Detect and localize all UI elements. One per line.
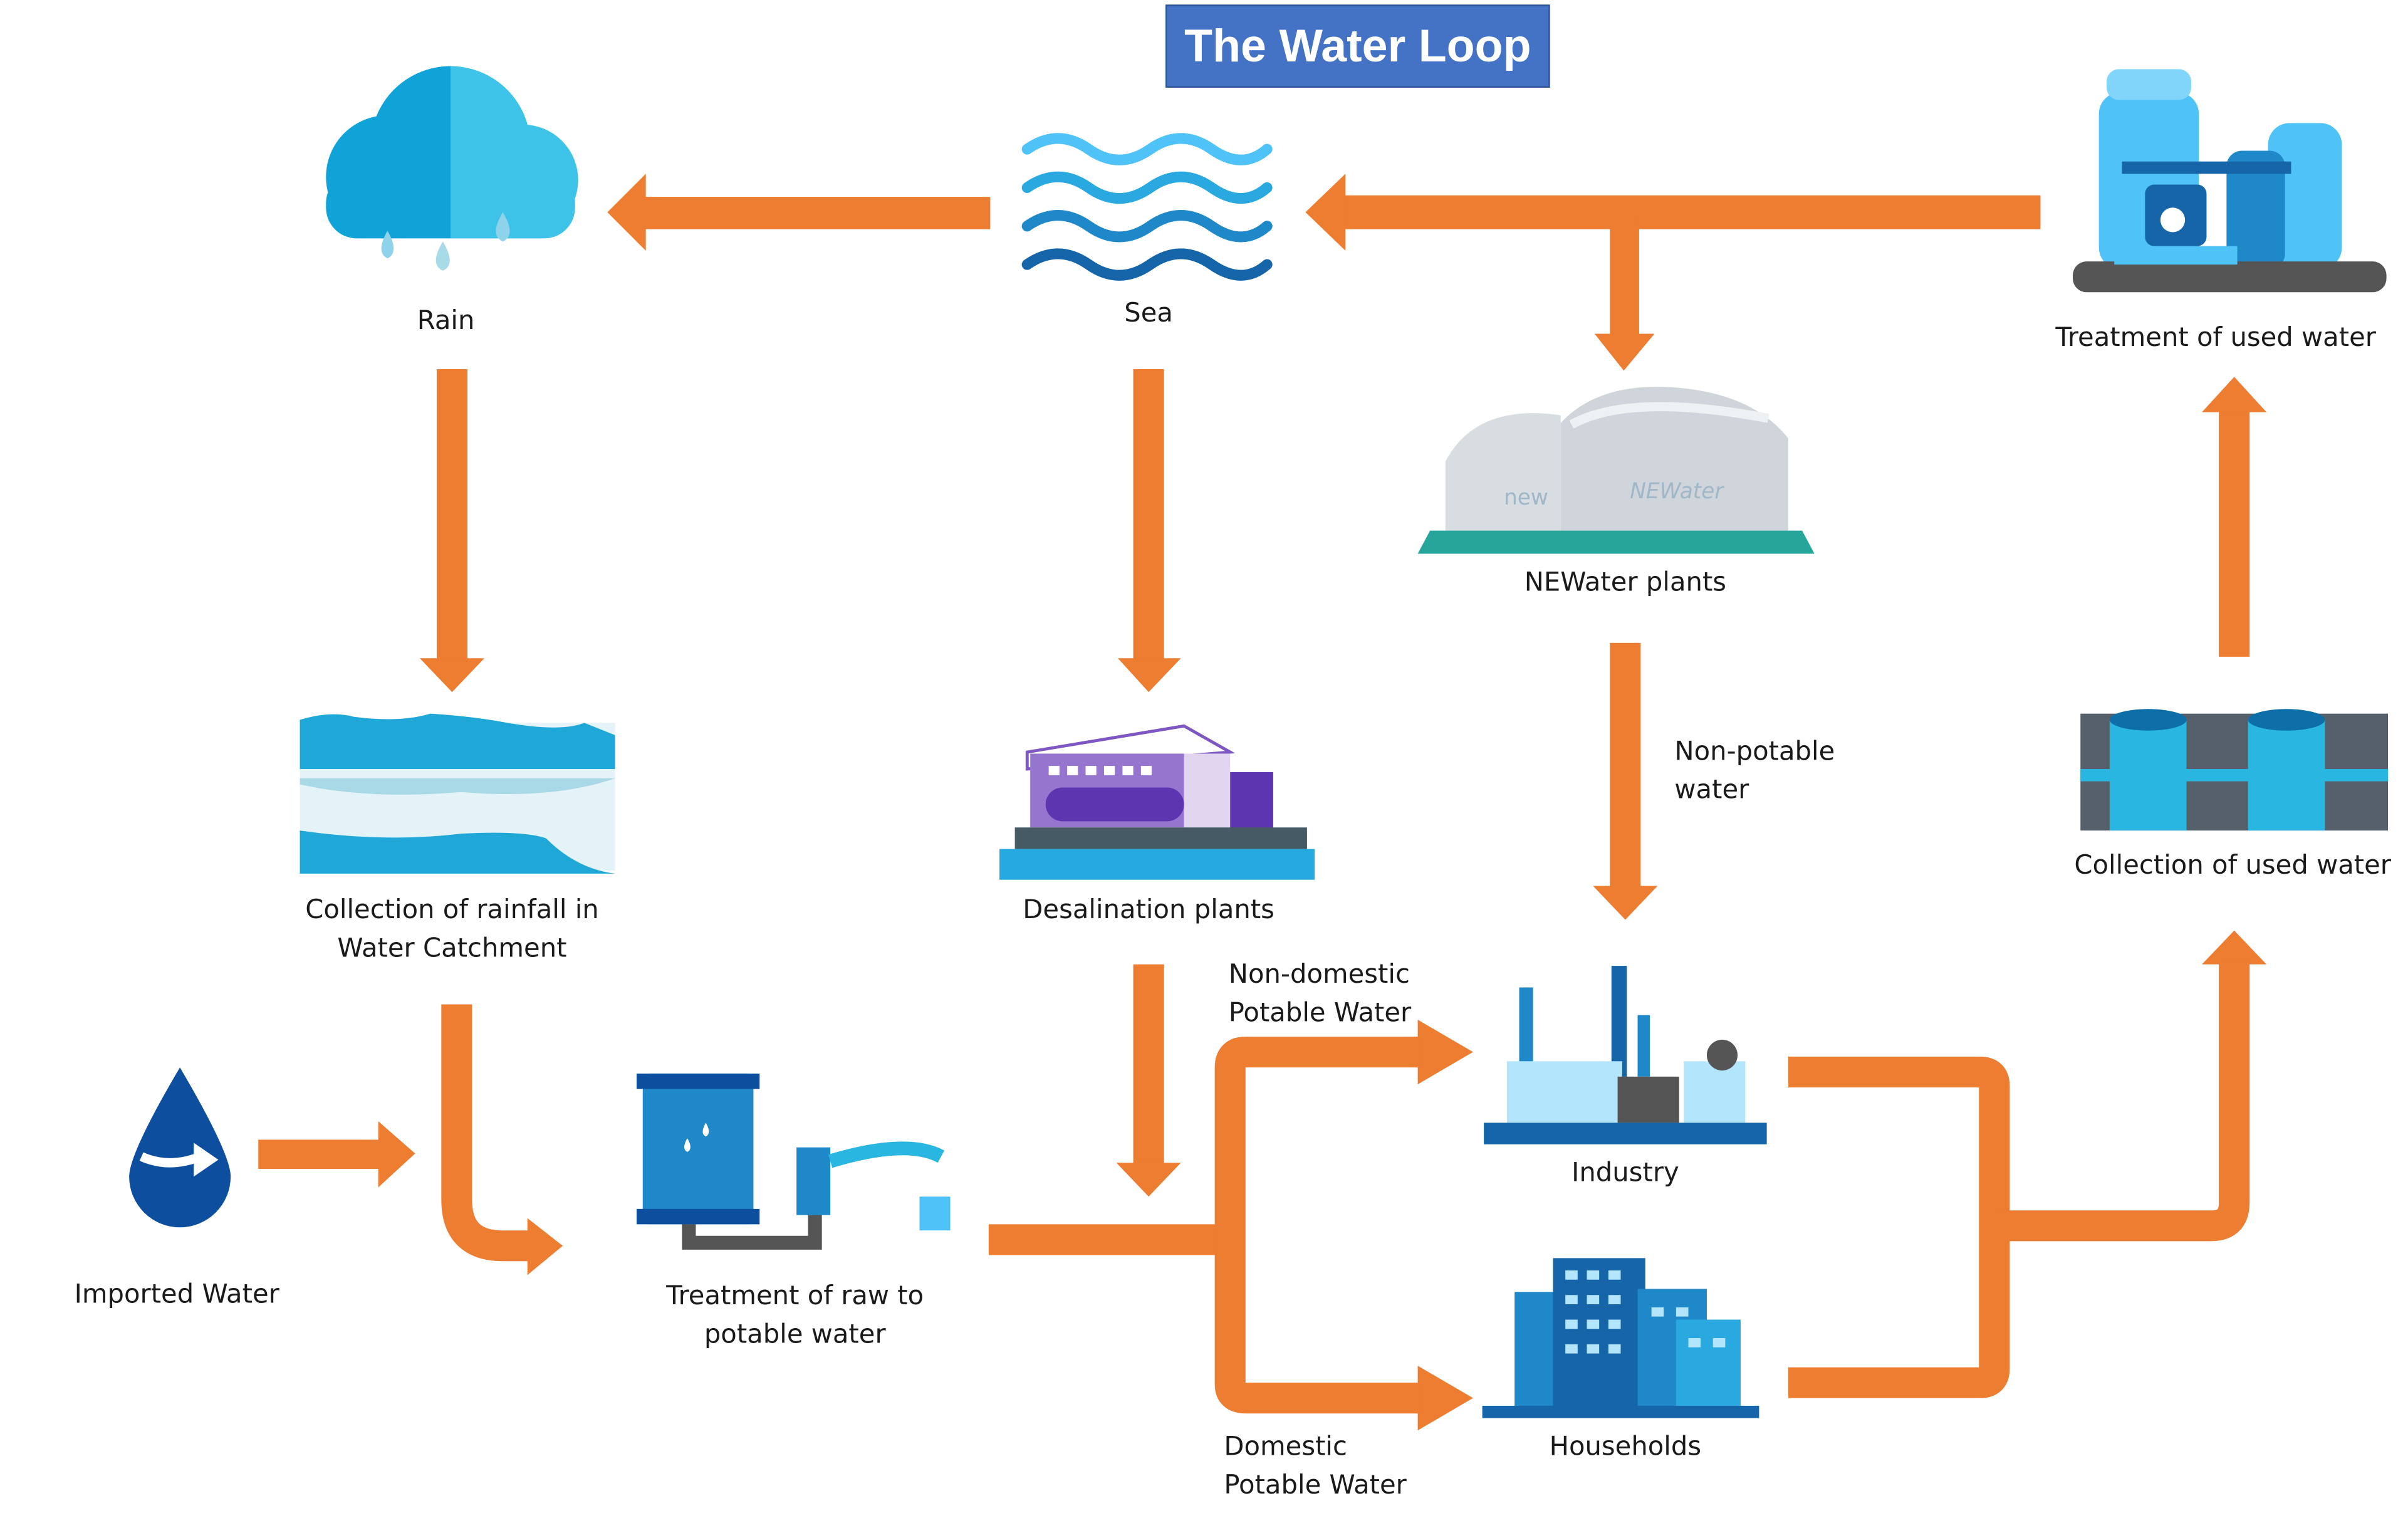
label-catchment-line1: Collection of rainfall in	[305, 895, 599, 926]
industry-icon	[1484, 966, 1767, 1144]
line-junction-branches	[1214, 1036, 1422, 1414]
label-non-domestic-line2: Potable Water	[1228, 998, 1412, 1029]
arrow-rain-to-catchment	[419, 369, 485, 693]
label-industry: Industry	[1571, 1158, 1679, 1189]
arrow-collection-to-treatment	[2202, 377, 2267, 657]
label-domestic-line1: Domestic	[1224, 1431, 1347, 1463]
label-non-potable-line1: Non-potable	[1674, 736, 1835, 768]
arrow-to-newater	[1594, 215, 1655, 371]
label-desalination: Desalination plants	[1023, 895, 1274, 926]
label-imported-water: Imported Water	[74, 1279, 279, 1311]
label-treatment-used-water: Treatment of used water	[2055, 323, 2376, 354]
flow-lines	[441, 958, 2250, 1414]
label-non-domestic-potable: Non-domestic Potable Water	[1229, 956, 1411, 1034]
arrowhead-catchment-bend	[527, 1218, 563, 1275]
label-non-potable-line2: water	[1674, 775, 1749, 806]
line-to-collection-used	[1994, 958, 2250, 1242]
label-rain: Rain	[417, 306, 475, 337]
arrow-desalination-down	[1116, 964, 1181, 1197]
collection-used-water-icon	[2080, 709, 2389, 831]
arrow-sea-to-rain	[607, 174, 991, 251]
treatment-plant-icon	[2072, 69, 2387, 293]
water-drop-icon	[129, 1067, 231, 1228]
label-non-domestic-line1: Non-domestic	[1228, 960, 1410, 991]
desalination-plant-icon	[999, 724, 1315, 880]
newater-sign-small: new	[1504, 485, 1548, 510]
arrowhead-industry	[1417, 1020, 1473, 1085]
line-catchment-to-treatment	[441, 1004, 533, 1262]
tank-and-tap-icon	[636, 1073, 951, 1250]
diagram-title: The Water Loop	[1165, 4, 1550, 88]
label-households: Households	[1549, 1431, 1702, 1463]
label-domestic-potable: Domestic Potable Water	[1224, 1429, 1406, 1506]
label-collection-used-water: Collection of used water	[2074, 850, 2391, 882]
label-sea: Sea	[1124, 298, 1173, 330]
rain-cloud-icon	[326, 66, 578, 271]
line-outputs-merge	[1788, 1056, 2010, 1398]
water-catchment-icon	[300, 713, 615, 874]
label-domestic-line2: Potable Water	[1224, 1470, 1407, 1502]
label-newater-plants: NEWater plants	[1524, 567, 1727, 599]
label-catchment-line2: Water Catchment	[337, 933, 567, 965]
arrow-imported	[258, 1121, 415, 1188]
arrow-newater-to-industry	[1593, 642, 1658, 920]
newater-plant-icon: new NEWater	[1417, 387, 1815, 554]
label-treatment-raw-line1: Treatment of raw to	[666, 1281, 924, 1312]
arrow-to-collection-used	[2202, 930, 2267, 965]
label-catchment: Collection of rainfall in Water Catchmen…	[277, 892, 628, 969]
sea-waves-icon	[1021, 133, 1273, 281]
arrowhead-households	[1417, 1366, 1473, 1431]
arrow-sea-to-desalination	[1118, 369, 1181, 693]
label-non-potable: Non-potable water	[1674, 734, 1835, 811]
households-icon	[1482, 1258, 1759, 1418]
arrow-treatment-to-sea	[1305, 174, 2041, 251]
newater-sign-large: NEWater	[1630, 479, 1724, 504]
label-treatment-raw-line2: potable water	[704, 1319, 886, 1351]
flow-arrows	[258, 174, 2267, 1431]
label-treatment-raw: Treatment of raw to potable water	[630, 1278, 959, 1355]
